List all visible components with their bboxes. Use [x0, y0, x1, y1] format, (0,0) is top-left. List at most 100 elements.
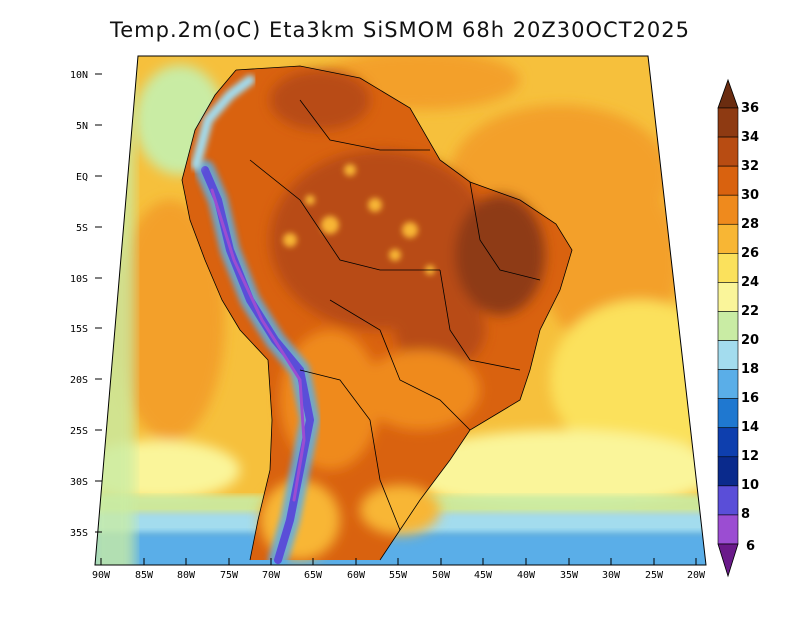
lon-tick: 60W	[347, 558, 366, 581]
lon-tick: 75W	[220, 558, 239, 581]
lon-tick: 55W	[389, 558, 408, 581]
hot-spot	[305, 195, 315, 205]
svg-text:60W: 60W	[347, 570, 366, 581]
svg-text:30W: 30W	[602, 570, 621, 581]
colorbar-segment	[717, 253, 739, 283]
colorbar-label: 6	[746, 539, 755, 554]
colorbar-segment	[717, 223, 739, 254]
hot-spot	[321, 216, 339, 234]
lat-tick: 35S	[70, 528, 102, 539]
hot-spot	[283, 233, 297, 247]
lat-tick: 25S	[70, 426, 102, 437]
svg-text:5N: 5N	[76, 121, 88, 132]
andes-ridge-north	[191, 75, 255, 170]
lon-tick: 20W	[687, 558, 706, 581]
map-frame	[94, 55, 707, 566]
lon-tick: 85W	[135, 558, 154, 581]
svg-text:EQ: EQ	[76, 172, 88, 183]
border	[469, 181, 541, 281]
colorbar-segment	[717, 514, 739, 545]
hot-core	[270, 150, 490, 330]
hot-spot	[368, 198, 382, 212]
lon-tick: 90W	[92, 558, 111, 581]
colorbar-segment	[717, 136, 739, 167]
lon-tick: 70W	[262, 558, 281, 581]
colorbar-segment	[717, 282, 739, 312]
svg-text:5S: 5S	[76, 223, 88, 234]
longitude-axis: 90W 85W 80W 75W 70W 65W 60W 55W 50W 45W …	[92, 558, 706, 581]
hot-spot	[344, 164, 356, 176]
colorbar-segment	[717, 398, 739, 429]
hot-spot	[402, 222, 418, 238]
svg-text:80W: 80W	[177, 570, 196, 581]
colorbar-label: 16	[741, 391, 759, 406]
colorbar-segment	[717, 369, 739, 399]
lon-tick: 35W	[560, 558, 579, 581]
lon-tick: 50W	[432, 558, 451, 581]
lon-tick: 65W	[304, 558, 323, 581]
svg-text:55W: 55W	[389, 570, 408, 581]
border	[299, 369, 401, 531]
colorbar-segment	[717, 456, 739, 487]
coastline	[235, 65, 573, 561]
colorbar-label: 22	[741, 304, 759, 319]
lon-tick: 80W	[177, 558, 196, 581]
colorbar-label: 32	[741, 159, 759, 174]
colorbar-segment	[717, 194, 739, 225]
colorbar-segment	[717, 107, 739, 138]
colorbar-label: 28	[741, 217, 759, 232]
hot-core	[395, 290, 485, 370]
political-boundaries	[181, 65, 573, 561]
temperature-field	[95, 56, 706, 565]
coastline	[181, 69, 273, 561]
lat-tick: 10N	[70, 70, 102, 81]
svg-text:85W: 85W	[135, 570, 154, 581]
pacific-cool-band	[95, 60, 135, 565]
ocean-warm-patch	[115, 200, 225, 440]
colorbar-bottom-arrow	[717, 543, 739, 578]
svg-text:10S: 10S	[70, 274, 88, 285]
colorbar-segment	[717, 485, 739, 516]
svg-text:10N: 10N	[70, 70, 88, 81]
lat-tick: 20S	[70, 375, 102, 386]
lon-tick: 40W	[517, 558, 536, 581]
colorbar-label: 20	[741, 333, 759, 348]
cool-south	[360, 485, 440, 535]
lat-tick: 5N	[76, 121, 102, 132]
colorbar-label: 26	[741, 246, 759, 261]
svg-text:30S: 30S	[70, 477, 88, 488]
svg-text:35S: 35S	[70, 528, 88, 539]
border	[249, 159, 440, 271]
colorbar-label: 36	[741, 101, 759, 116]
svg-text:65W: 65W	[304, 570, 323, 581]
andes-ridge	[210, 188, 306, 502]
svg-text:45W: 45W	[474, 570, 493, 581]
colorbar-label: 24	[741, 275, 759, 290]
lat-tick: EQ	[76, 172, 102, 183]
border	[329, 299, 471, 431]
lon-tick: 45W	[474, 558, 493, 581]
svg-text:35W: 35W	[560, 570, 579, 581]
svg-text:25W: 25W	[645, 570, 664, 581]
svg-text:20W: 20W	[687, 570, 706, 581]
colorbar-label: 10	[741, 478, 759, 493]
colorbar-label: 18	[741, 362, 759, 377]
colorbar-label: 14	[741, 420, 759, 435]
hot-core	[455, 195, 545, 315]
border	[439, 269, 521, 371]
colorbar-label: 12	[741, 449, 759, 464]
lon-tick: 25W	[645, 558, 664, 581]
latitude-axis: 10N 5N EQ 5S 10S 15S 20S 25S	[70, 70, 102, 539]
svg-text:90W: 90W	[92, 570, 111, 581]
colorbar-segment	[717, 340, 739, 370]
lat-tick: 10S	[70, 274, 102, 285]
colorbar-label: 8	[741, 507, 750, 522]
svg-text:15S: 15S	[70, 324, 88, 335]
hot-spot	[389, 249, 401, 261]
svg-text:75W: 75W	[220, 570, 239, 581]
lat-tick: 5S	[76, 223, 102, 234]
hot-spots	[283, 164, 435, 275]
colorbar-top-arrow	[717, 78, 739, 109]
south-band	[95, 532, 706, 565]
